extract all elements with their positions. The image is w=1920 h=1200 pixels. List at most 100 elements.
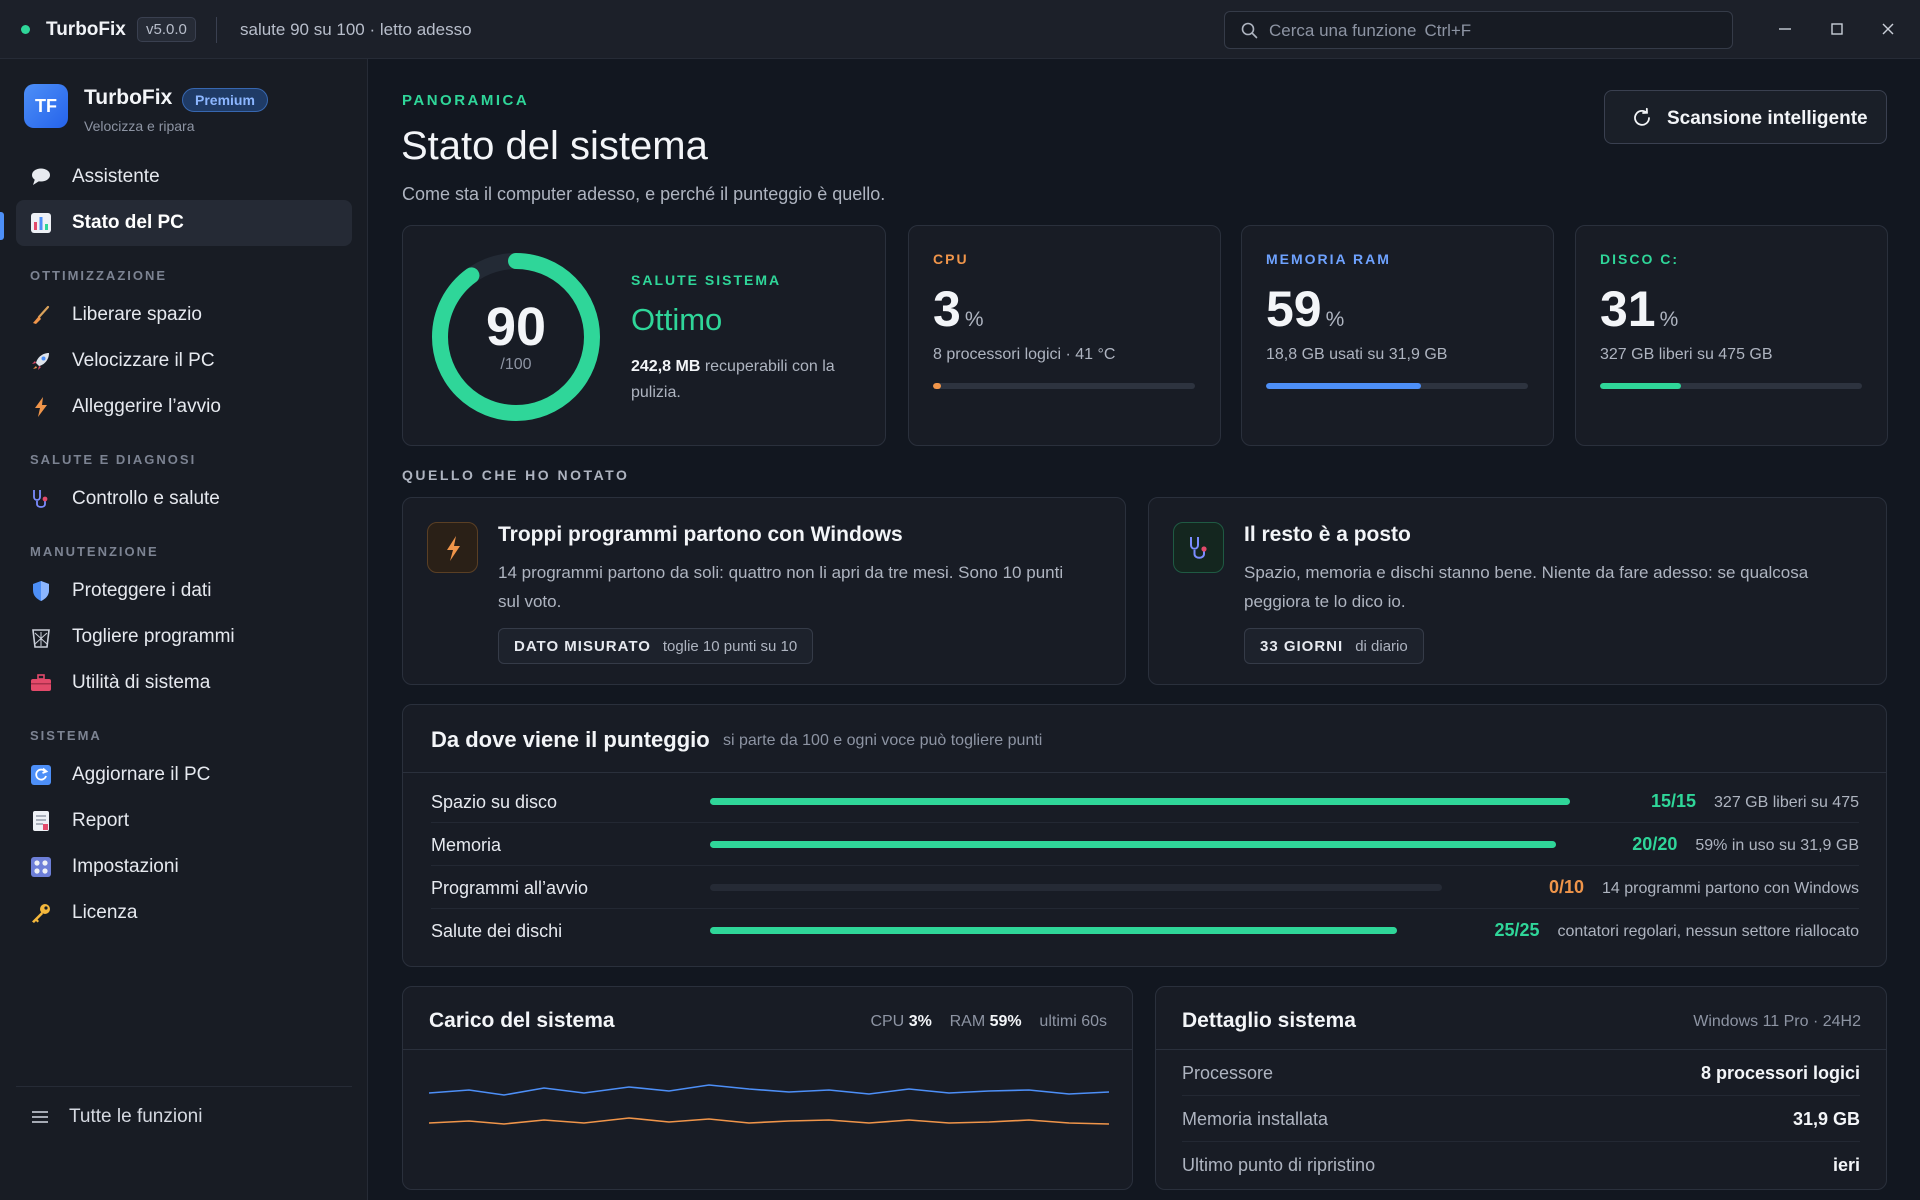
disk-card: DISCO C: 31% 327 GB liberi su 475 GB xyxy=(1575,225,1888,446)
cpu-label: CPU xyxy=(870,1013,905,1030)
toolbox-icon xyxy=(31,674,51,691)
smart-scan-label: Scansione intelligente xyxy=(1667,108,1868,129)
maximize-icon[interactable] xyxy=(1824,16,1850,42)
health-card: 90 /100 SALUTE SISTEMA Ottimo 242,8 MB r… xyxy=(402,225,886,446)
health-label: SALUTE SISTEMA xyxy=(631,272,782,288)
status-dot-icon xyxy=(21,25,30,34)
score-row-note: contatori regolari, nessun settore riall… xyxy=(1557,923,1860,940)
notice-text-line: sul voto. xyxy=(498,592,562,611)
ram-label: RAM xyxy=(949,1013,986,1030)
health-gauge-arc xyxy=(432,253,600,421)
speech-bubble-icon xyxy=(32,168,50,185)
score-row-bar-fill xyxy=(710,927,1397,934)
sidebar-item-label: Proteggere i dati xyxy=(72,580,212,601)
notices-heading: QUELLO CHE HO NOTATO xyxy=(402,467,630,483)
page-subtitle: Come sta il computer adesso, e perché il… xyxy=(402,184,886,204)
notice-tag-key: 33 GIORNI xyxy=(1260,637,1344,655)
score-row-bar xyxy=(710,798,1570,805)
notice-text-line: 14 programmi partono da soli: quattro no… xyxy=(498,563,1064,582)
score-row-bar xyxy=(710,884,1442,891)
brand-tagline: Velocizza e ripara xyxy=(84,118,195,134)
metric-value: 59% xyxy=(1266,280,1344,338)
sidebar-item-label: Utilità di sistema xyxy=(72,672,211,693)
notice-tag-value: di diario xyxy=(1355,637,1408,655)
health-description: 242,8 MB recuperabili con la pulizia. xyxy=(631,354,866,406)
sidebar-item-alleggerire-avvio[interactable]: Alleggerire l’avvio xyxy=(16,384,352,430)
minimize-icon[interactable] xyxy=(1772,16,1798,42)
sidebar-item-label: Liberare spazio xyxy=(72,304,202,325)
search-placeholder: Cerca una funzione xyxy=(1269,21,1417,40)
system-load-card: Carico del sistema CPU 3% RAM 59% ultimi… xyxy=(402,986,1133,1190)
nav-section-title: OTTIMIZZAZIONE xyxy=(30,268,168,283)
sidebar-item-label: Velocizzare il PC xyxy=(72,350,215,371)
sidebar: TF TurboFix Premium Velocizza e ripara xyxy=(0,59,368,1200)
detail-key: Memoria installata xyxy=(1182,1109,1329,1129)
score-breakdown-card: Da dove viene il punteggio si parte da 1… xyxy=(402,704,1887,967)
detail-value: 31,9 GB xyxy=(1792,1109,1860,1129)
metric-number: 31 xyxy=(1600,281,1656,337)
metric-label: CPU xyxy=(933,251,969,267)
search-shortcut: Ctrl+F xyxy=(1424,21,1472,40)
metric-bar xyxy=(1266,383,1528,389)
search-input[interactable]: Cerca una funzione Ctrl+F xyxy=(1224,11,1733,49)
load-sparkline xyxy=(429,1084,1109,1125)
nav-section-title: SISTEMA xyxy=(30,728,102,743)
row-divider xyxy=(431,822,1859,823)
score-row: Memoria 20/20 59% in uso su 31,9 GB xyxy=(403,823,1886,866)
rocket-icon xyxy=(32,353,49,370)
sidebar-item-report[interactable]: Report xyxy=(16,798,352,844)
sidebar-item-impostazioni[interactable]: Impostazioni xyxy=(16,844,352,890)
metric-label: DISCO C: xyxy=(1600,251,1679,267)
lightning-icon xyxy=(35,397,47,417)
wastebasket-icon xyxy=(32,629,50,648)
sidebar-item-controllo-salute[interactable]: Controllo e salute xyxy=(16,476,352,522)
score-row-detail: 25/25 contatori regolari, nessun settore … xyxy=(1494,920,1859,941)
row-divider xyxy=(431,865,1859,866)
sidebar-item-utilita[interactable]: Utilità di sistema xyxy=(16,660,352,706)
detail-row: Memoria installata 31,9 GB xyxy=(1182,1096,1860,1142)
key-icon xyxy=(32,904,50,923)
notice-title: Troppi programmi partono con Windows xyxy=(498,523,903,546)
metric-bar xyxy=(1600,383,1862,389)
health-score-max: /100 xyxy=(500,356,532,373)
sidebar-item-aggiornare[interactable]: Aggiornare il PC xyxy=(16,752,352,798)
score-row-detail: 15/15 327 GB liberi su 475 xyxy=(1651,791,1859,812)
sidebar-item-stato-del-pc[interactable]: Stato del PC xyxy=(16,200,352,246)
version-badge: v5.0.0 xyxy=(137,17,196,42)
stethoscope-icon xyxy=(33,490,48,508)
close-icon[interactable] xyxy=(1875,16,1901,42)
metric-number: 59 xyxy=(1266,281,1322,337)
sidebar-item-velocizzare[interactable]: Velocizzare il PC xyxy=(16,338,352,384)
notice-tag: DATO MISURATO toglie 10 punti su 10 xyxy=(498,628,814,664)
smart-scan-button[interactable]: Scansione intelligente xyxy=(1604,90,1887,144)
notice-icon-box xyxy=(427,522,478,573)
bar-chart-icon xyxy=(31,213,51,233)
sidebar-item-label: Aggiornare il PC xyxy=(72,764,211,785)
score-row-detail: 0/10 14 programmi partono con Windows xyxy=(1549,877,1859,898)
time-window: ultimi 60s xyxy=(1039,1013,1107,1030)
sidebar-item-licenza[interactable]: Licenza xyxy=(16,890,352,936)
score-row-label: Salute dei dischi xyxy=(431,921,563,941)
sidebar-item-assistente[interactable]: Assistente xyxy=(16,154,352,200)
recoverable-text: recuperabili con la pulizia. xyxy=(631,358,835,401)
detail-value: 8 processori logici xyxy=(1700,1063,1860,1083)
sidebar-item-proteggere-dati[interactable]: Proteggere i dati xyxy=(16,568,352,614)
metric-description: 327 GB liberi su 475 GB xyxy=(1600,346,1773,363)
settings-grid-icon xyxy=(31,857,51,877)
divider xyxy=(403,772,1886,773)
score-row-note: 59% in uso su 31,9 GB xyxy=(1695,837,1859,854)
load-title: Carico del sistema xyxy=(429,1009,615,1032)
all-functions-button[interactable]: Tutte le funzioni xyxy=(16,1097,352,1137)
score-row: Programmi all’avvio 0/10 14 programmi par… xyxy=(403,866,1886,909)
stethoscope-icon xyxy=(1190,537,1207,559)
score-row-bar xyxy=(710,841,1556,848)
os-version: Windows 11 Pro · 24H2 xyxy=(1693,1013,1861,1030)
sidebar-item-togliere-programmi[interactable]: Togliere programmi xyxy=(16,614,352,660)
sidebar-item-liberare-spazio[interactable]: Liberare spazio xyxy=(16,292,352,338)
premium-badge: Premium xyxy=(182,88,268,112)
metric-number: 3 xyxy=(933,281,961,337)
sidebar-divider xyxy=(16,1086,352,1087)
all-functions-label: Tutte le funzioni xyxy=(69,1106,203,1127)
score-row-value: 25/25 xyxy=(1494,920,1540,940)
cpu-card: CPU 3% 8 processori logici · 41 °C xyxy=(908,225,1221,446)
